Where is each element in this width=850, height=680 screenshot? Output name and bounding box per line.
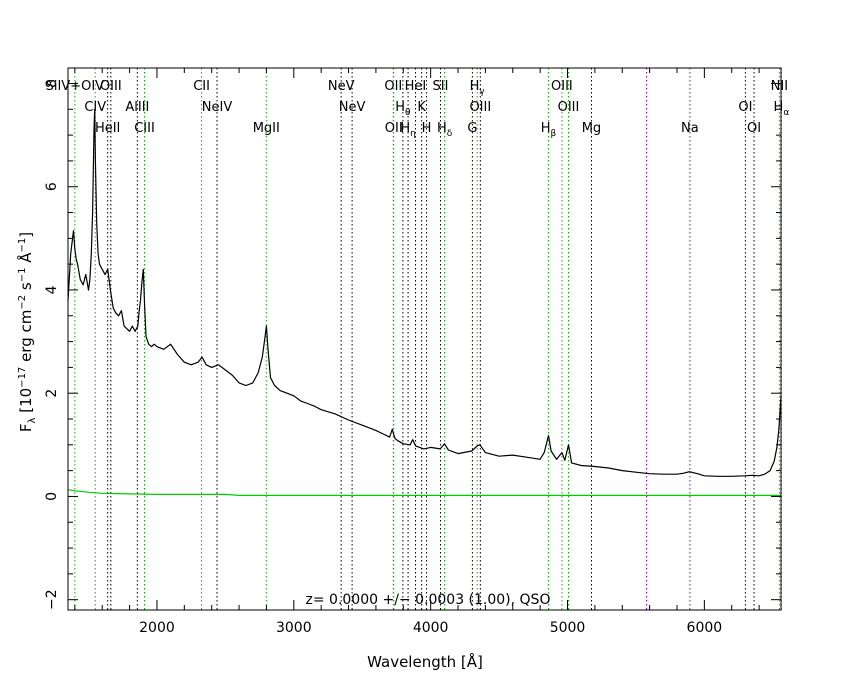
- plot-frame: [67, 67, 782, 611]
- y-axis-label: Fλ [10−17 erg cm−2 s−1 Å−1]: [16, 232, 38, 432]
- line-label-na: Na: [681, 121, 699, 136]
- x-tick-label: 5000: [550, 620, 586, 636]
- line-label-oi: OI: [747, 121, 761, 136]
- y-tick-label: 8: [44, 79, 60, 88]
- redshift-annotation: z= 0.0000 +/− 0.0003 (1.00), QSO: [306, 592, 551, 608]
- y-tick-label: 2: [44, 389, 60, 398]
- y-tick-label: 6: [44, 182, 60, 191]
- line-label-siiv+oiv: SiIV+OIV: [46, 79, 105, 94]
- line-label-nii: NII: [771, 79, 788, 94]
- spectral-line-labels: SiIV+OIVCIVHeIIOIIIAlIIICIIICIINeIVMgIIN…: [46, 79, 790, 139]
- y-tick-label: −2: [44, 589, 60, 610]
- x-tick-label: 4000: [413, 620, 449, 636]
- line-label-g: G: [467, 121, 477, 136]
- x-axis-label: Wavelength [Å]: [367, 652, 483, 671]
- line-label-nev: NeV: [328, 79, 355, 94]
- x-tick-label: 6000: [687, 620, 723, 636]
- line-label-h: Hθ: [395, 100, 411, 118]
- line-label-civ: CIV: [84, 100, 106, 115]
- line-label-h: Hγ: [470, 79, 486, 97]
- line-label-cii: CII: [193, 79, 210, 94]
- line-label-hei: HeI: [405, 79, 427, 94]
- line-label-oiii: OIII: [558, 100, 580, 115]
- line-label-oiii: OIII: [469, 100, 491, 115]
- x-tick-label: 2000: [139, 620, 175, 636]
- line-label-mg: Mg: [582, 121, 601, 136]
- x-tick-label: 3000: [276, 620, 312, 636]
- line-label-h: Hη: [400, 121, 416, 139]
- line-label-oiii: OIII: [100, 79, 122, 94]
- line-label-aliii: AlIII: [125, 100, 149, 115]
- y-tick-label: 4: [44, 285, 60, 294]
- axis-ticks: 2000 3000 4000 5000 6000 −2 0 2 4 6 8: [44, 68, 781, 636]
- line-label-ciii: CIII: [134, 121, 155, 136]
- line-label-oii: OII: [385, 121, 403, 136]
- line-label-oiii: OIII: [551, 79, 573, 94]
- line-label-h: H: [422, 121, 432, 136]
- line-label-sii: SII: [433, 79, 449, 94]
- line-label-heii: HeII: [95, 121, 120, 136]
- error-series-line: [67, 489, 781, 496]
- y-tick-label: 0: [44, 492, 60, 501]
- spectral-line-markers: [74, 68, 782, 610]
- line-label-h: Hβ: [541, 121, 557, 139]
- line-label-k: K: [417, 100, 426, 115]
- line-label-h: Hα: [774, 100, 790, 118]
- line-label-oi: OI: [738, 100, 752, 115]
- line-label-h: Hδ: [437, 121, 453, 139]
- series-layer: [67, 108, 782, 496]
- line-label-neiv: NeIV: [202, 100, 233, 115]
- line-label-oii: OII: [384, 79, 402, 94]
- line-label-mgii: MgII: [253, 121, 280, 136]
- line-label-nev: NeV: [339, 100, 366, 115]
- flux-series-line: [67, 108, 782, 477]
